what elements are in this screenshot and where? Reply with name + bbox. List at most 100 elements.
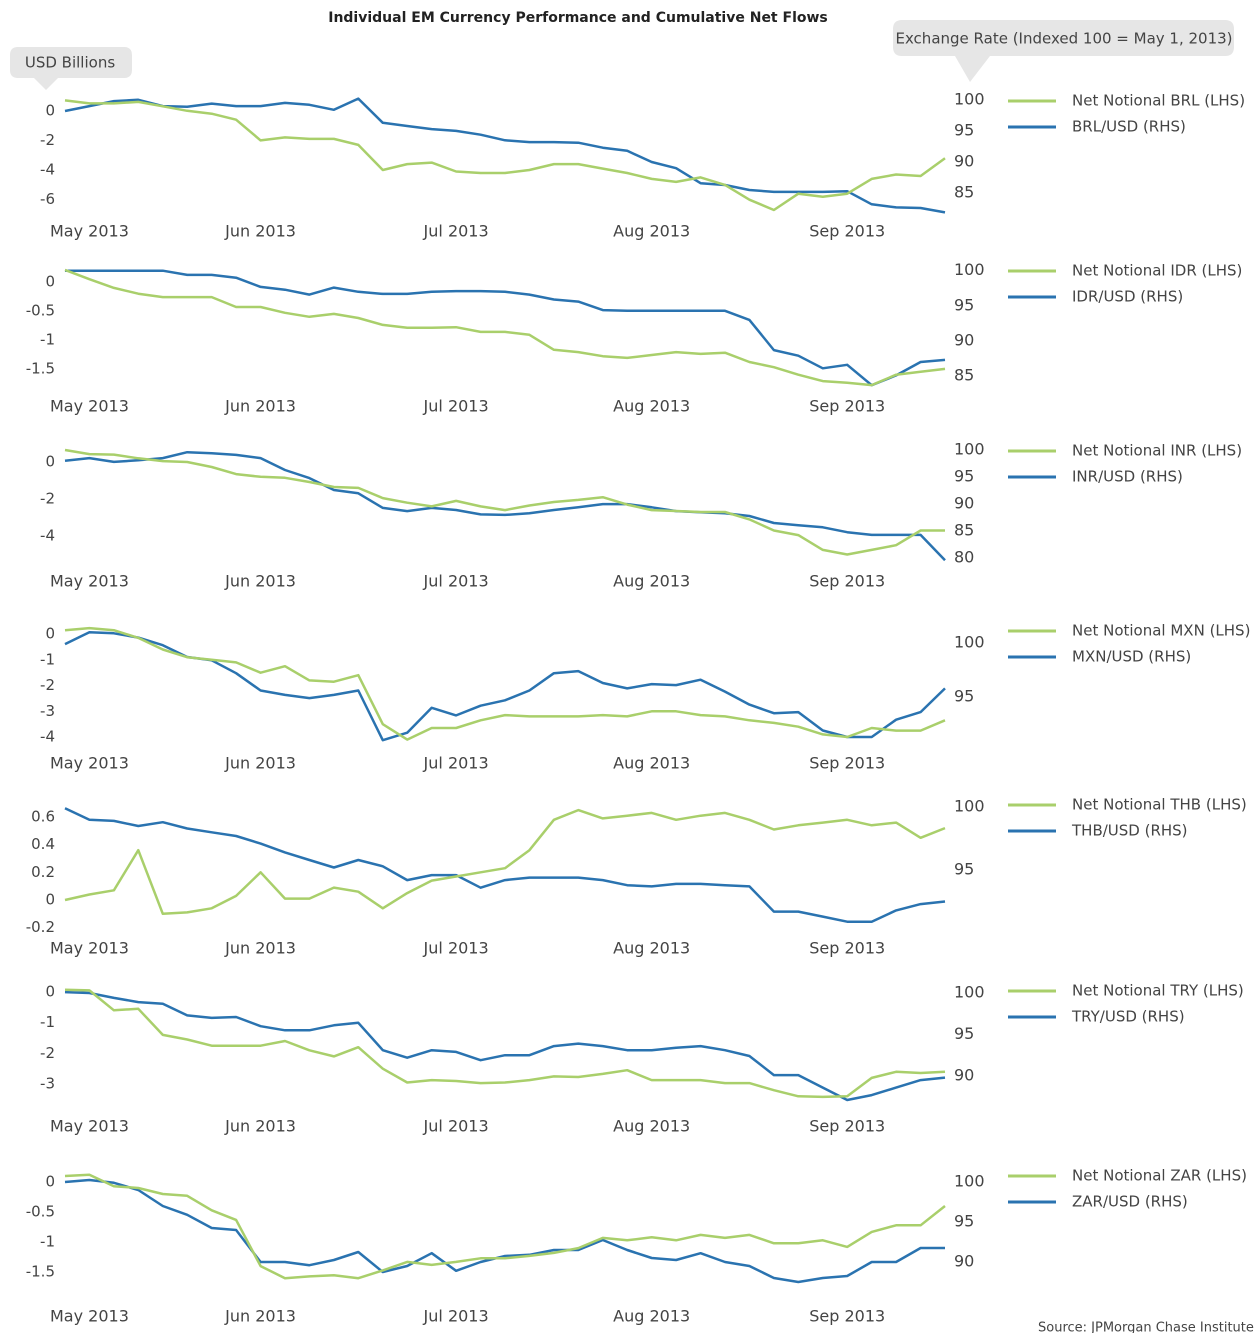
x-tick-label: Jul 2013 <box>423 754 489 773</box>
y2-tick-label: 90 <box>954 330 974 349</box>
y2-tick-label: 80 <box>954 548 974 567</box>
series-line <box>64 808 946 916</box>
y-tick-label: -2 <box>40 676 55 694</box>
legend-label: Net Notional INR (LHS) <box>1072 442 1242 460</box>
x-tick-label: Sep 2013 <box>809 397 885 416</box>
y2-tick-label: 100 <box>954 260 985 279</box>
legend-label: TRY/USD (RHS) <box>1071 1008 1185 1026</box>
right-axis-label: Exchange Rate (Indexed 100 = May 1, 2013… <box>895 30 1232 48</box>
x-tick-label: Aug 2013 <box>613 754 690 773</box>
x-tick-label: Jun 2013 <box>224 572 296 591</box>
y-tick-label: 0 <box>45 453 55 471</box>
y-tick-label: -2 <box>40 490 55 508</box>
x-tick-label: May 2013 <box>50 939 129 958</box>
y-tick-label: -4 <box>40 728 55 746</box>
x-tick-label: Sep 2013 <box>809 572 885 591</box>
source-note: Source: JPMorgan Chase Institute <box>1038 1321 1254 1333</box>
y-tick-label: -1 <box>40 650 55 668</box>
left-callout <box>10 47 132 90</box>
y-tick-label: 0 <box>45 101 55 119</box>
legend-label: INR/USD (RHS) <box>1072 468 1183 486</box>
series-line <box>64 448 945 556</box>
y-tick-label: 0.4 <box>31 835 55 853</box>
legend-label: Net Notional IDR (LHS) <box>1072 262 1242 280</box>
x-tick-label: Sep 2013 <box>809 222 885 241</box>
y2-tick-label: 100 <box>954 440 985 459</box>
y-tick-label: -4 <box>40 527 55 545</box>
y2-tick-label: 100 <box>954 797 985 816</box>
y-tick-label: -2 <box>40 131 55 149</box>
y-tick-label: -1.5 <box>26 359 55 377</box>
series-line <box>64 807 946 923</box>
series-line <box>64 1178 945 1284</box>
series-line <box>64 450 946 562</box>
x-tick-label: Jun 2013 <box>224 1307 296 1326</box>
x-tick-label: Jul 2013 <box>423 397 489 416</box>
x-tick-label: Aug 2013 <box>613 1307 690 1326</box>
series-line <box>64 1173 946 1280</box>
y2-tick-label: 95 <box>954 467 974 486</box>
x-tick-label: May 2013 <box>50 754 129 773</box>
y2-tick-label: 95 <box>954 295 974 314</box>
y2-tick-label: 85 <box>954 366 974 385</box>
right-callout <box>893 20 1234 82</box>
y-tick-label: 0 <box>45 625 55 643</box>
y-tick-label: 0.6 <box>31 808 55 826</box>
y-tick-label: -2 <box>40 1044 55 1062</box>
x-tick-label: Sep 2013 <box>809 939 885 958</box>
series-line <box>65 269 946 387</box>
x-tick-label: May 2013 <box>50 397 129 416</box>
y-tick-label: 0 <box>45 890 55 908</box>
series-line <box>64 97 946 214</box>
y2-tick-label: 100 <box>954 982 985 1001</box>
series-line <box>64 626 946 741</box>
x-tick-label: Jun 2013 <box>224 754 296 773</box>
x-tick-label: Aug 2013 <box>613 222 690 241</box>
series-line <box>64 990 946 1102</box>
series-line <box>64 99 946 212</box>
x-tick-label: Aug 2013 <box>613 397 690 416</box>
y2-tick-label: 90 <box>954 1252 974 1271</box>
legend-label: BRL/USD (RHS) <box>1072 118 1186 136</box>
y-tick-label: -1 <box>40 1233 55 1251</box>
left-axis-label: USD Billions <box>25 54 115 72</box>
x-tick-label: May 2013 <box>50 1117 129 1136</box>
legend-label: Net Notional MXN (LHS) <box>1072 622 1250 640</box>
y2-tick-label: 100 <box>954 89 985 108</box>
x-tick-label: Aug 2013 <box>613 939 690 958</box>
x-tick-label: Jul 2013 <box>423 1117 489 1136</box>
chart-title: Individual EM Currency Performance and C… <box>328 10 828 26</box>
y2-tick-label: 85 <box>954 183 974 202</box>
legend-label: Net Notional THB (LHS) <box>1072 796 1247 814</box>
y-tick-label: -1.5 <box>26 1263 55 1281</box>
x-tick-label: Sep 2013 <box>809 1117 885 1136</box>
y2-tick-label: 90 <box>954 152 974 171</box>
x-tick-label: Jul 2013 <box>423 1307 489 1326</box>
x-tick-label: Jul 2013 <box>423 939 489 958</box>
y2-tick-label: 85 <box>954 521 974 540</box>
legend-label: Net Notional TRY (LHS) <box>1072 982 1244 1000</box>
y2-tick-label: 90 <box>954 494 974 513</box>
y2-tick-label: 100 <box>954 632 985 651</box>
y-tick-label: -6 <box>40 190 55 208</box>
y-tick-label: -1 <box>40 1013 55 1031</box>
series-line <box>64 988 946 1099</box>
y2-tick-label: 95 <box>954 860 974 879</box>
series-line <box>64 630 946 742</box>
y-tick-label: -4 <box>40 161 55 179</box>
y2-tick-label: 95 <box>954 687 974 706</box>
y-tick-label: 0.2 <box>31 863 55 881</box>
x-tick-label: Aug 2013 <box>613 572 690 591</box>
x-tick-label: Sep 2013 <box>809 754 885 773</box>
x-tick-label: May 2013 <box>50 222 129 241</box>
x-tick-label: Jun 2013 <box>224 222 296 241</box>
legend-label: MXN/USD (RHS) <box>1072 648 1191 666</box>
legend-label: ZAR/USD (RHS) <box>1072 1193 1188 1211</box>
y2-tick-label: 95 <box>954 120 974 139</box>
y-tick-label: 0 <box>45 273 55 291</box>
y-tick-label: -0.2 <box>26 918 55 936</box>
x-tick-label: Jun 2013 <box>224 1117 296 1136</box>
y2-tick-label: 95 <box>954 1212 974 1231</box>
x-tick-label: Jul 2013 <box>423 222 489 241</box>
